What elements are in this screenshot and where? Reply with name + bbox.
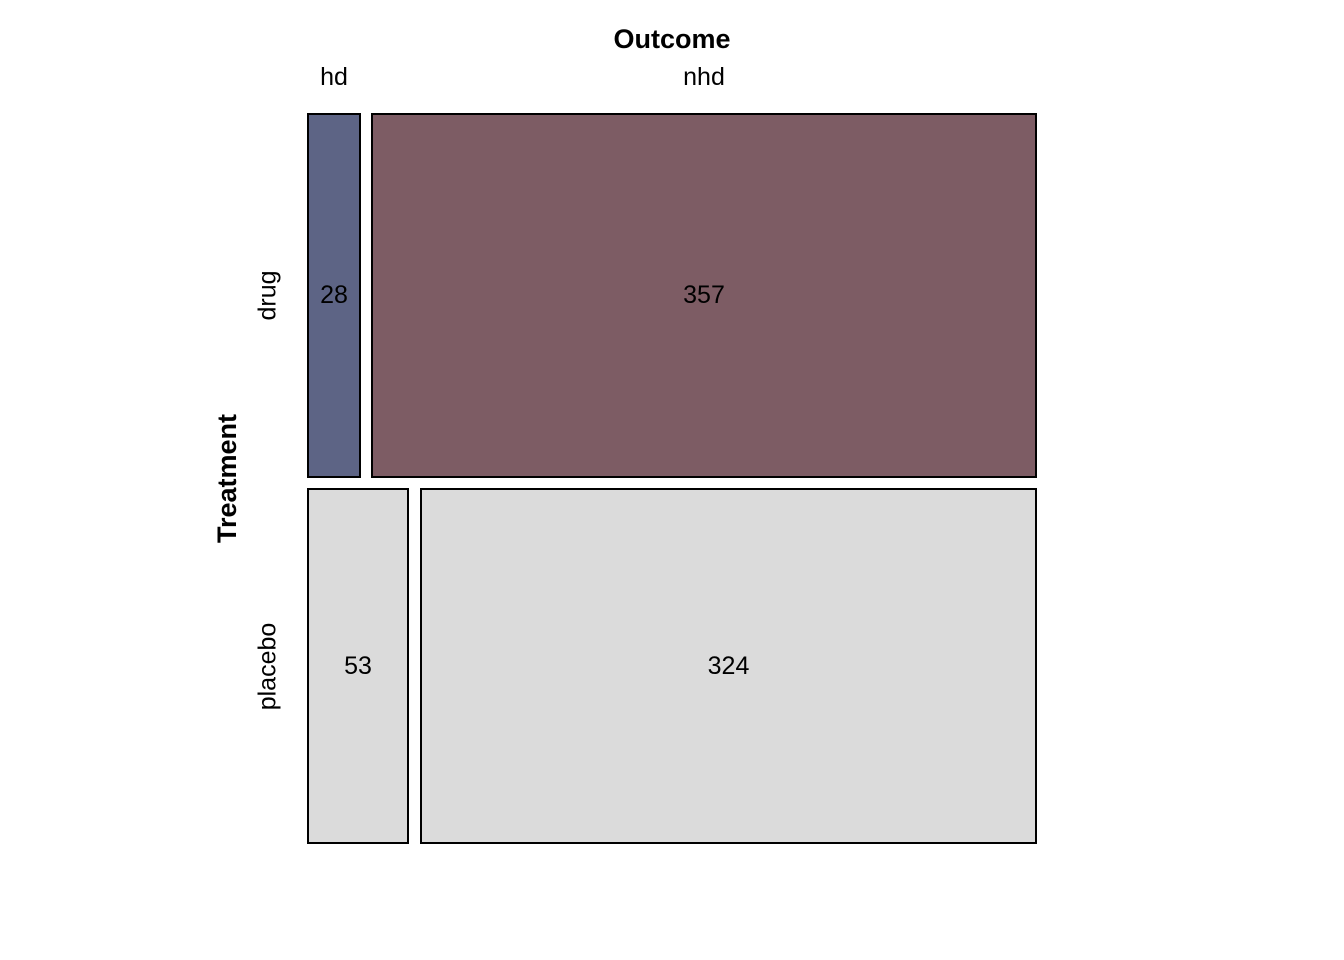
cell-value-drug-hd: 28 <box>320 281 348 309</box>
mosaic-cell-drug-hd: 28 <box>307 113 361 478</box>
mosaic-cell-placebo-hd: 53 <box>307 488 409 844</box>
chart-title-outcome: Outcome <box>613 24 731 54</box>
y-axis-title-text: Treatment <box>212 413 243 544</box>
row-label-drug: drug <box>248 113 288 478</box>
column-label-nhd: nhd <box>683 63 725 91</box>
cell-value-placebo-nhd: 324 <box>707 651 750 680</box>
row-label-drug-text: drug <box>253 270 282 321</box>
cell-value-placebo-hd: 53 <box>344 651 372 680</box>
column-label-hd: hd <box>320 63 348 91</box>
mosaic-cell-drug-nhd: 357 <box>371 113 1037 478</box>
row-label-placebo: placebo <box>248 488 288 844</box>
row-label-placebo-text: placebo <box>253 622 282 710</box>
cell-value-drug-nhd: 357 <box>683 281 725 309</box>
y-axis-title-treatment: Treatment <box>208 113 248 844</box>
mosaic-cell-placebo-nhd: 324 <box>420 488 1037 844</box>
